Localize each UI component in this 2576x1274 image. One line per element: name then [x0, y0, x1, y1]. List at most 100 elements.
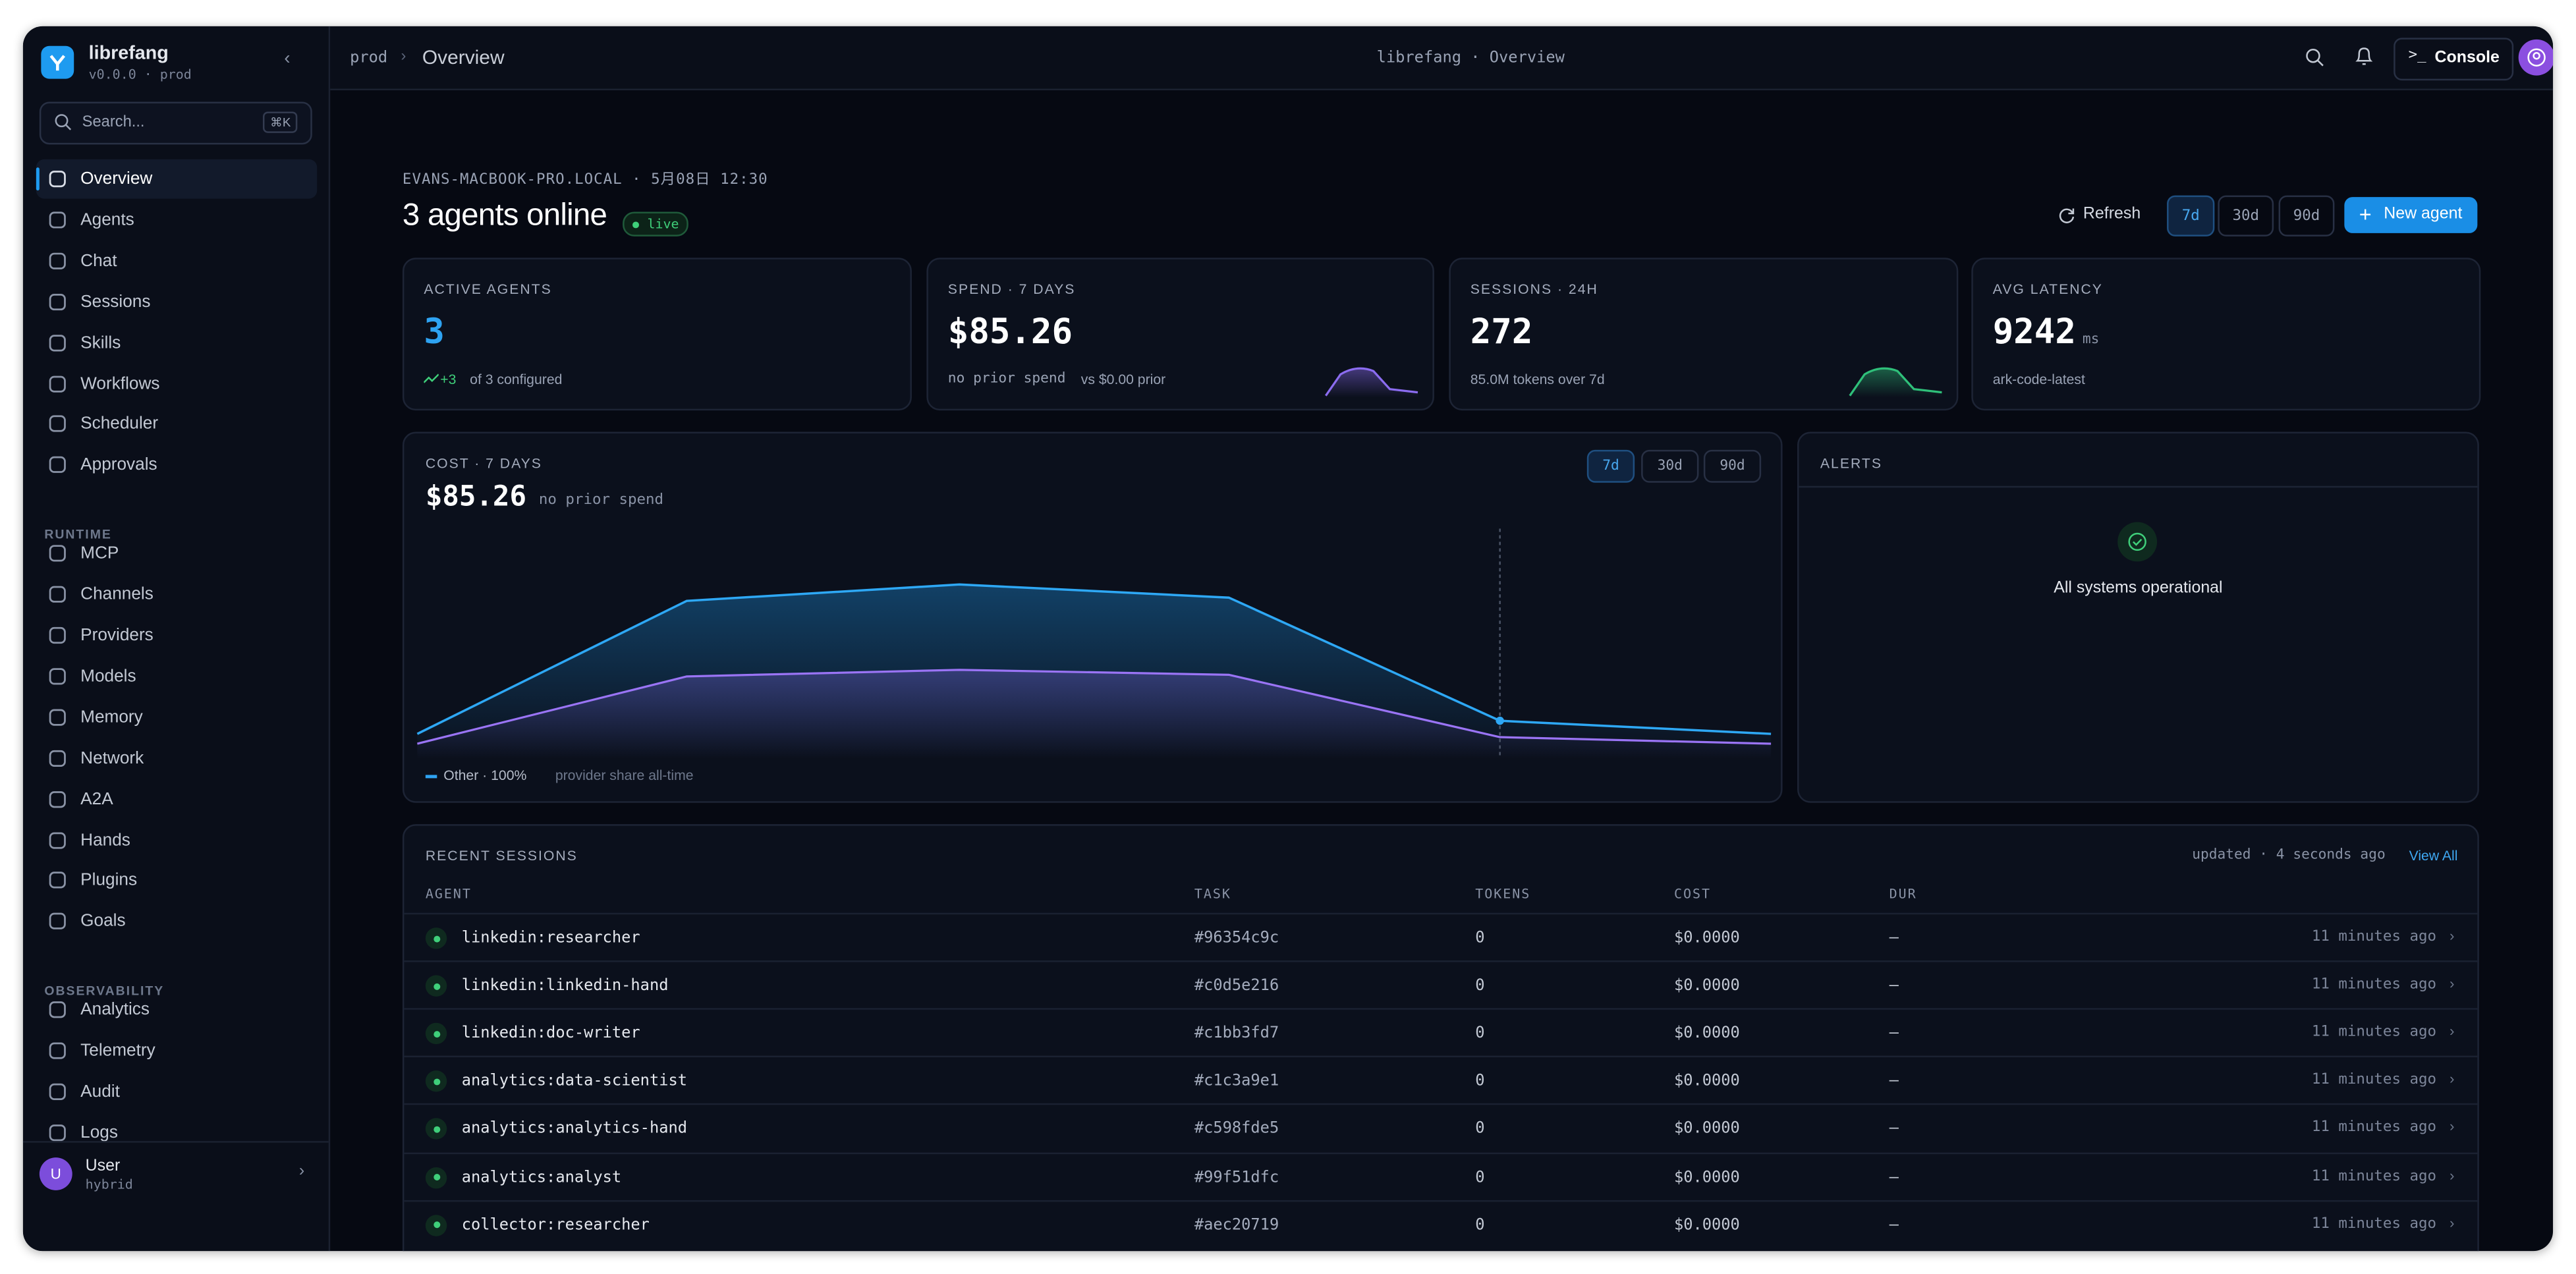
nav-item[interactable]: Agents — [36, 200, 317, 240]
nav-icon — [49, 1083, 66, 1100]
session-row[interactable]: analytics:data-scientist #c1c3a9e1 0 $0.000… — [404, 1056, 2478, 1105]
session-row[interactable]: linkedin:doc-writer #c1bb3fd7 0 $0.0000 — 11 … — [404, 1008, 2478, 1058]
range-btn[interactable]: 30d — [1641, 449, 1699, 483]
range-btn[interactable]: 7d — [1586, 449, 1635, 483]
nav-icon — [49, 416, 66, 433]
legend-label: Other · 100% — [443, 766, 527, 783]
range-btn[interactable]: 30d — [2218, 195, 2274, 236]
cell-time: 11 minutes ago — [2311, 1168, 2437, 1185]
nav-icon — [49, 913, 66, 930]
nav-item[interactable]: Models — [36, 657, 317, 696]
refresh-icon — [2059, 208, 2075, 223]
nav-item[interactable]: Workflows — [36, 364, 317, 403]
row-chevron: › — [2449, 1070, 2455, 1088]
new-agent-btn[interactable]: + New agent — [2344, 197, 2478, 233]
cell: $0.0000 — [1673, 977, 1740, 995]
range-btn[interactable]: 90d — [2278, 195, 2335, 236]
nav-item[interactable]: Goals — [36, 902, 317, 941]
live-badge: live — [623, 211, 689, 236]
nav-item[interactable]: Hands — [36, 820, 317, 860]
range-btn[interactable]: 7d — [2167, 195, 2215, 236]
user[interactable]: U User hybrid › — [39, 1157, 312, 1194]
cell: 0 — [1475, 1120, 1485, 1139]
user-avatar: U — [39, 1157, 72, 1190]
session-row[interactable]: linkedin:linkedin-hand #c0d5e216 0 $0.0000 —… — [404, 960, 2478, 1010]
nav-label: Network — [80, 748, 144, 768]
nav-icon — [49, 586, 66, 603]
nav-item[interactable]: Overview — [36, 159, 318, 199]
nav-label: Overview — [80, 169, 153, 189]
nav-label: Audit — [80, 1082, 120, 1102]
status-dot — [425, 1023, 447, 1045]
column-header: TASK — [1194, 886, 1231, 902]
nav-item[interactable]: MCP — [36, 534, 317, 573]
nav-item[interactable]: Channels — [36, 575, 317, 615]
cell: $0.0000 — [1673, 1024, 1740, 1043]
view-all[interactable]: View All — [2409, 847, 2458, 864]
nav-icon — [49, 334, 66, 351]
row-chevron: › — [2449, 1119, 2455, 1136]
row-chevron: › — [2449, 975, 2455, 992]
nav-item[interactable]: Plugins — [36, 861, 317, 900]
dot — [433, 1173, 440, 1180]
nav-item[interactable]: Approvals — [36, 445, 317, 485]
ok-icon — [2117, 522, 2158, 562]
cell: 0 — [1475, 1072, 1485, 1091]
session-row[interactable]: collector:researcher #aec20719 0 $0.0000 — 11… — [404, 1199, 2478, 1249]
stat-note2: vs $0.00 prior — [1080, 371, 1166, 388]
nav-item[interactable]: Logs — [36, 1113, 317, 1153]
alerts-title: ALERTS — [1820, 455, 1882, 472]
profile-avatar[interactable] — [2518, 39, 2554, 76]
cell: #c1c3a9e1 — [1194, 1072, 1279, 1091]
cell: #c1bb3fd7 — [1194, 1024, 1279, 1043]
nav-item[interactable]: Providers — [36, 616, 317, 655]
nav-label: Goals — [80, 911, 126, 931]
nav-label: A2A — [80, 789, 113, 809]
nav-icon — [49, 545, 66, 562]
cell: #96354c9c — [1194, 929, 1279, 948]
logo — [41, 45, 74, 79]
nav-item[interactable]: Network — [36, 738, 317, 778]
nav-item[interactable]: A2A — [36, 779, 317, 819]
shortcut: ⌘K — [264, 111, 298, 133]
stat-card: SPEND · 7 DAYS $85.26 no prior spend vs $0.… — [926, 258, 1434, 411]
nav-item[interactable]: Memory — [36, 698, 317, 737]
cell: 0 — [1475, 929, 1485, 948]
session-row[interactable]: analytics:analytics-hand #c598fde5 0 $0.000… — [404, 1103, 2478, 1153]
nav-item[interactable]: Audit — [36, 1072, 317, 1111]
nav-item[interactable]: Skills — [36, 323, 317, 362]
console-btn[interactable]: >_ Console — [2394, 38, 2514, 81]
nav-label: Agents — [80, 209, 134, 230]
nav-icon — [49, 667, 66, 685]
collapse[interactable]: ‹ — [284, 49, 291, 69]
cell-time: 11 minutes ago — [2311, 1024, 2437, 1041]
cell-time: 11 minutes ago — [2311, 929, 2437, 946]
cell: — — [1889, 1168, 1899, 1186]
status-dot — [425, 1214, 447, 1236]
check — [2128, 532, 2146, 551]
nav-icon — [49, 171, 66, 188]
stat-card: AVG LATENCY 9242 ms ark-code-latest — [1971, 258, 2481, 411]
range-btn[interactable]: 90d — [1703, 449, 1762, 483]
session-row[interactable]: linkedin:researcher #96354c9c 0 $0.0000 — 11 … — [404, 912, 2478, 962]
cell: 0 — [1475, 1215, 1485, 1234]
cell-time: 11 minutes ago — [2311, 1120, 2437, 1137]
cell: #c0d5e216 — [1194, 977, 1279, 995]
column-header: DUR — [1889, 886, 1917, 902]
refresh-btn[interactable]: Refresh — [2083, 205, 2141, 223]
stat-note: of 3 configured — [470, 371, 563, 388]
nav-item[interactable]: Telemetry — [36, 1031, 317, 1070]
search-box[interactable]: Search... ⌘K — [39, 101, 312, 145]
page-title: 3 agents online — [402, 198, 607, 233]
nav-item[interactable]: Chat — [36, 241, 317, 281]
column-header: AGENT — [425, 886, 472, 902]
session-row[interactable]: analytics:analyst #99f51dfc 0 $0.0000 — 11 mi… — [404, 1151, 2478, 1201]
nav-icon — [49, 1124, 66, 1142]
nav-item[interactable]: Analytics — [36, 990, 317, 1030]
stat-number: 9242 — [1992, 312, 2076, 352]
main: prod › Overview librefang · Overview >_ Conso… — [330, 26, 2554, 1252]
nav-item[interactable]: Scheduler — [36, 404, 317, 444]
nav-item[interactable]: Sessions — [36, 282, 317, 321]
nav-icon — [49, 457, 66, 474]
